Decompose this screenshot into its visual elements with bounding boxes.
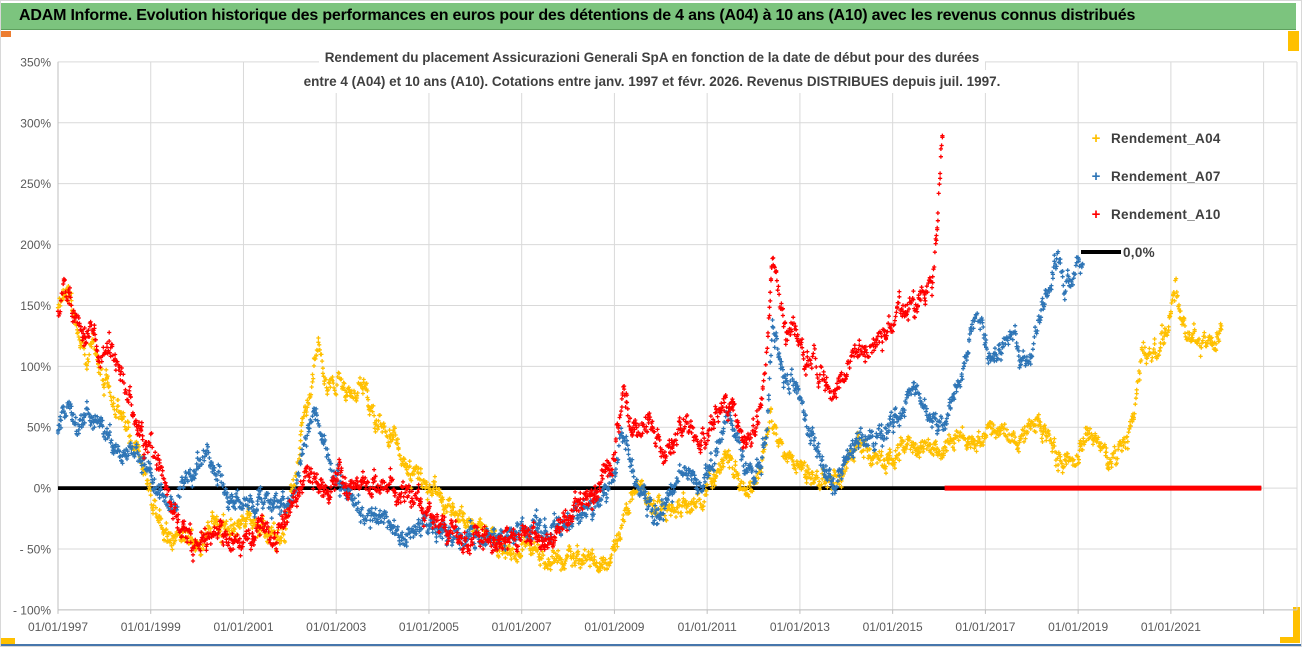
legend-plus-marker-icon: + <box>1091 205 1101 223</box>
series-points-Rendement_A10 <box>55 133 945 564</box>
legend-item-0-0-: 0,0% <box>1081 233 1221 271</box>
x-tick-label: 01/01/2005 <box>399 620 459 634</box>
y-tick-label: 300% <box>20 116 51 130</box>
x-tick-label: 01/01/2009 <box>584 620 644 634</box>
y-tick-label: - 50% <box>20 543 52 557</box>
x-tick-label: 01/01/1997 <box>28 620 88 634</box>
accent-yellow-bottom-left <box>1 638 15 644</box>
x-tick-label: 01/01/2017 <box>955 620 1015 634</box>
x-tick-label: 01/01/2019 <box>1048 620 1108 634</box>
x-tick-label: 01/01/2003 <box>306 620 366 634</box>
legend-item-rendement-a04: + Rendement_A04 <box>1081 119 1221 157</box>
accent-yellow-right-edge <box>1293 607 1300 643</box>
legend-label: Rendement_A07 <box>1111 168 1221 184</box>
bottom-window-bar <box>1 644 1301 646</box>
header-bar: ADAM Informe. Evolution historique des p… <box>1 3 1296 30</box>
x-tick-label: 01/01/2021 <box>1141 620 1201 634</box>
page-title: ADAM Informe. Evolution historique des p… <box>19 7 1136 24</box>
y-tick-label: 200% <box>20 238 51 252</box>
y-tick-label: 100% <box>20 360 51 374</box>
legend-label: 0,0% <box>1123 244 1155 260</box>
legend-plus-marker-icon: + <box>1091 129 1101 147</box>
accent-yellow-bottom-right <box>1280 637 1300 643</box>
x-tick-label: 01/01/1999 <box>121 620 181 634</box>
x-tick-label: 01/01/2013 <box>770 620 830 634</box>
accent-yellow-right-top <box>1288 31 1299 51</box>
chart-legend: + Rendement_A04 + Rendement_A07 + Rendement_A… <box>1081 119 1221 271</box>
legend-item-rendement-a10: + Rendement_A10 <box>1081 195 1221 233</box>
accent-orange-left <box>1 31 11 37</box>
x-tick-label: 01/01/2001 <box>213 620 273 634</box>
legend-plus-marker-icon: + <box>1091 167 1101 185</box>
x-tick-label: 01/01/2015 <box>863 620 923 634</box>
legend-item-rendement-a07: + Rendement_A07 <box>1081 157 1221 195</box>
legend-line-marker-icon <box>1081 250 1121 254</box>
y-tick-label: 50% <box>27 421 51 435</box>
y-tick-label: 150% <box>20 299 51 313</box>
legend-label: Rendement_A04 <box>1111 130 1221 146</box>
x-tick-label: 01/01/2007 <box>492 620 552 634</box>
y-tick-label: - 100% <box>13 603 51 617</box>
x-tick-label: 01/01/2011 <box>678 620 737 634</box>
y-tick-label: 250% <box>20 177 51 191</box>
y-tick-label: 350% <box>20 55 51 69</box>
legend-label: Rendement_A10 <box>1111 206 1221 222</box>
y-tick-label: 0% <box>34 482 52 496</box>
